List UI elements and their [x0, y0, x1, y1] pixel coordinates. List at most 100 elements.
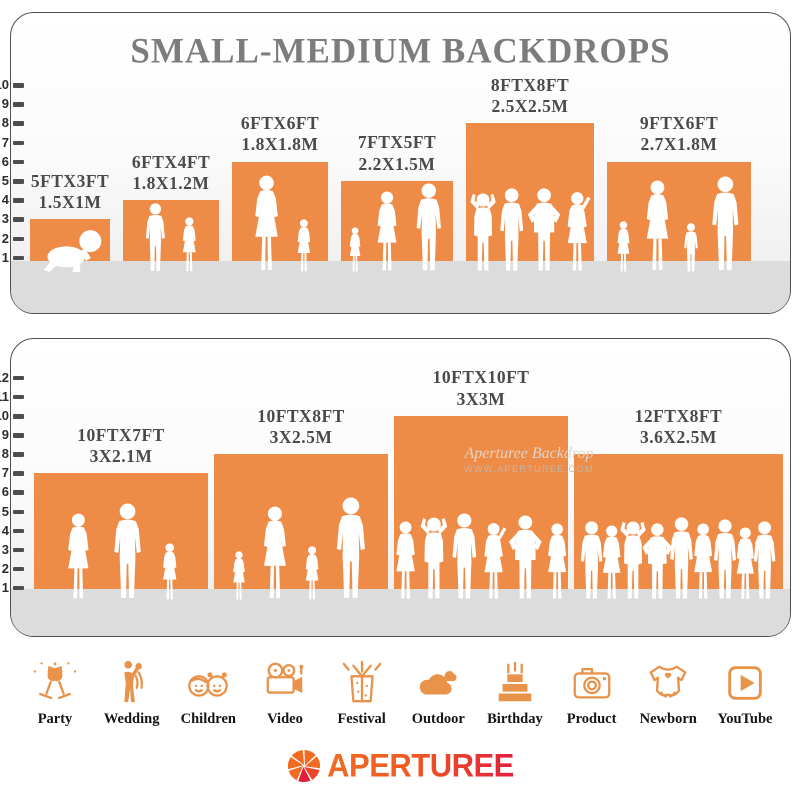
size-label: 10FTX7FT 3X2.1M [77, 424, 165, 466]
category-product: Product [557, 660, 627, 728]
axis-tick-mark [13, 236, 24, 242]
axis-tick-label: 5 [1, 503, 9, 519]
category-label: Wedding [103, 711, 160, 727]
axis-tick-mark [13, 255, 24, 261]
size-label: 6FTX4FT 1.8X1.2M [131, 151, 211, 193]
people-silhouettes [26, 503, 216, 601]
person-silhouette-icon [140, 203, 171, 273]
festival-icon [342, 660, 381, 703]
person-silhouette-icon [59, 513, 98, 601]
category-label: YouTube [717, 711, 773, 727]
person-silhouette-icon [106, 503, 149, 601]
category-children: Children [173, 660, 243, 728]
category-row: Party Wedding Children [0, 660, 800, 728]
small-medium-panel: SMALL-MEDIUM BACKDROPS 1 2 3 4 5 6 7 8 9 10 5FTX3F… [0, 12, 791, 314]
youtube-icon [728, 666, 762, 700]
person-silhouette-icon [747, 521, 782, 601]
axis-tick-mark [13, 217, 24, 222]
category-label: Party [37, 711, 73, 727]
axis-tick-mark [13, 375, 24, 381]
size-label: 9FTX6FT 2.7X1.8M [639, 113, 719, 155]
axis-tick-label: 1 [1, 249, 9, 265]
product-icon [573, 667, 610, 699]
category-label: Product [566, 711, 617, 727]
axis-tick-label: 2 [1, 230, 9, 246]
axis-tick-mark [13, 433, 24, 438]
axis-tick-label: 2 [1, 560, 9, 576]
axis-tick-mark [13, 490, 24, 495]
children-icon [188, 672, 229, 697]
video-icon [266, 662, 304, 694]
axis-tick-label: 9 [1, 427, 9, 443]
birthday-icon [498, 661, 532, 702]
size-label: 12FTX8FT 3.6X2.5M [634, 405, 723, 447]
people-silhouettes [599, 176, 759, 273]
people-silhouettes [224, 175, 336, 273]
size-label: 10FTX10FT 3X3M [432, 367, 530, 409]
category-outdoor: Outdoor [403, 660, 473, 728]
axis-tick-mark [13, 509, 24, 514]
axis-tick-label: 10 [0, 77, 9, 92]
backdrop-size-bar [607, 161, 751, 261]
category-birthday: Birthday [480, 660, 550, 728]
person-silhouette-icon [612, 221, 635, 273]
axis-tick-label: 7 [1, 134, 9, 150]
person-silhouette-icon [637, 180, 678, 273]
logo-text: APERTUREE [327, 747, 514, 784]
backdrop-size-bar [574, 454, 783, 589]
axis-tick-label: 6 [1, 484, 9, 500]
people-silhouettes [566, 517, 791, 601]
watermark-brand: Aperturee Backdrop [464, 445, 594, 462]
axis-tick-label: 3 [1, 541, 9, 557]
backdrop-size-bar [123, 200, 219, 261]
size-label: 5FTX3FT 1.5X1M [30, 170, 110, 213]
axis-tick-mark [13, 121, 24, 126]
backdrop-size-bar [30, 219, 110, 261]
outdoor-icon [420, 671, 457, 695]
axis-tick-label: 4 [1, 192, 9, 208]
axis-tick-mark [13, 566, 24, 572]
person-silhouette-icon [300, 546, 324, 601]
axis-tick-label: 5 [1, 173, 9, 188]
axis-tick-mark [13, 102, 24, 107]
axis-tick-label: 9 [1, 96, 9, 112]
person-silhouette-icon [369, 191, 405, 273]
newborn-icon [649, 665, 687, 698]
people-silhouettes [386, 513, 576, 601]
axis-tick-mark [13, 140, 24, 146]
person-silhouette-icon [704, 176, 747, 273]
axis-tick-mark [13, 471, 24, 476]
backdrop-size-bar [232, 161, 328, 261]
category-label: Newborn [639, 711, 697, 727]
axis-tick-label: 1 [1, 579, 9, 595]
person-silhouette-icon [37, 227, 104, 273]
axis-tick-mark [13, 585, 24, 591]
axis-tick-label: 12 [0, 369, 9, 385]
category-label: Children [180, 711, 236, 727]
axis-tick-mark [13, 159, 24, 165]
wedding-icon [123, 660, 143, 703]
backdrop-size-bar [214, 454, 388, 589]
category-youtube: YouTube [710, 660, 780, 728]
page-title: SMALL-MEDIUM BACKDROPS [130, 30, 671, 71]
axis-tick-label: 10 [0, 408, 9, 423]
category-label: Outdoor [411, 711, 465, 727]
person-silhouette-icon [245, 175, 288, 273]
person-silhouette-icon [228, 551, 250, 601]
axis-tick-mark [13, 547, 24, 553]
people-silhouettes [333, 183, 461, 273]
person-silhouette-icon [345, 227, 365, 273]
category-festival: Festival [327, 660, 397, 728]
backdrop-size-bar [34, 473, 208, 589]
size-label: 10FTX8FT 3X2.5M [257, 405, 345, 447]
backdrop-size-bar [394, 416, 568, 589]
category-party: Party [20, 660, 90, 728]
axis-tick-mark [13, 414, 24, 419]
axis-tick-mark [13, 83, 24, 88]
axis-tick-label: 11 [0, 388, 9, 404]
person-silhouette-icon [409, 183, 449, 273]
axis-tick-mark [13, 452, 24, 457]
people-silhouettes [206, 497, 396, 601]
axis-tick-label: 6 [1, 153, 9, 169]
